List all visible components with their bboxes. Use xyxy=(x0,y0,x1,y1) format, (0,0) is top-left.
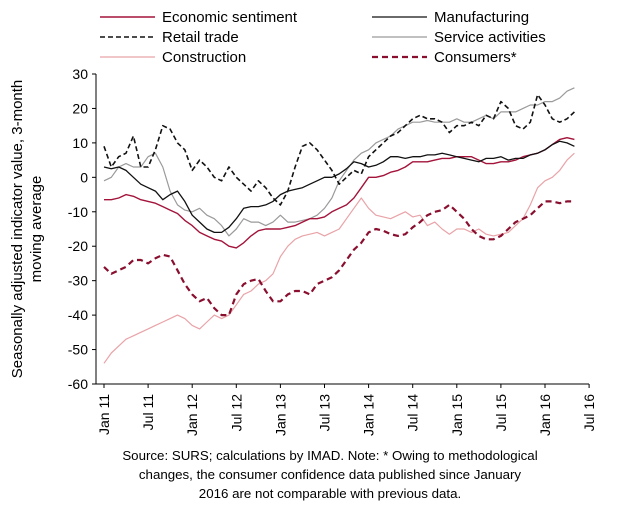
y-tick-label: -60 xyxy=(68,376,88,392)
y-axis: -60 -50 -40 -30 -20 -10 0 10 20 30 xyxy=(68,66,96,392)
series-line-construction xyxy=(103,152,575,364)
legend-label: Service activities xyxy=(434,29,546,46)
x-tick-label: Jul 15 xyxy=(493,394,509,432)
note-line: Source: SURS; calculations by IMAD. Note… xyxy=(122,448,538,463)
x-tick-label: Jan 11 xyxy=(96,394,112,435)
x-tick-label: Jul 12 xyxy=(228,394,244,432)
y-tick-label: -30 xyxy=(68,273,88,289)
series-line-retail-trade xyxy=(103,93,575,206)
x-tick-label: Jan 12 xyxy=(184,394,200,436)
y-tick-label: 10 xyxy=(72,135,88,151)
legend-label: Economic sentiment xyxy=(162,9,298,26)
y-tick-label: 0 xyxy=(80,169,88,185)
y-axis-title-line: Seasonally adjusted indicator value, 3-m… xyxy=(9,80,26,379)
legend: Economic sentiment Manufacturing Retail tr… xyxy=(100,9,546,66)
x-tick-label: Jan 16 xyxy=(537,394,553,436)
x-tick-label: Jul 13 xyxy=(317,394,333,432)
note-line: 2016 are not comparable with previous da… xyxy=(198,486,462,501)
legend-label: Construction xyxy=(162,49,246,66)
x-axis: Jan 11 Jul 11 Jan 12 Jul 12 Jan 13 Jul 13 Jan … xyxy=(96,384,597,436)
x-tick-label: Jan 15 xyxy=(449,394,465,436)
y-tick-label: -20 xyxy=(68,238,88,254)
series-group xyxy=(103,87,575,364)
y-tick-label: -40 xyxy=(68,307,88,323)
y-tick-label: 20 xyxy=(72,100,88,116)
legend-label: Retail trade xyxy=(162,29,239,46)
x-tick-label: Jul 11 xyxy=(140,394,156,431)
series-line-economic-sentiment xyxy=(104,136,575,249)
y-axis-title: Seasonally adjusted indicator value, 3-m… xyxy=(9,80,45,379)
y-tick-label: 30 xyxy=(72,66,88,82)
y-axis-title-line: moving average xyxy=(28,176,45,283)
legend-label: Consumers* xyxy=(434,49,517,66)
series-line-consumers xyxy=(103,200,575,317)
x-tick-label: Jul 16 xyxy=(581,394,597,432)
x-tick-label: Jan 13 xyxy=(272,394,288,436)
chart-frame xyxy=(95,74,589,385)
x-tick-label: Jul 14 xyxy=(405,394,421,432)
y-tick-label: -10 xyxy=(68,204,88,220)
x-tick-label: Jan 14 xyxy=(361,394,377,436)
source-note: Source: SURS; calculations by IMAD. Note… xyxy=(40,446,619,503)
series-line-manufacturing xyxy=(103,140,575,234)
series-line-service-activities xyxy=(103,87,575,237)
y-tick-label: -50 xyxy=(68,342,88,358)
legend-label: Manufacturing xyxy=(434,9,529,26)
note-line: changes, the consumer confidence data pu… xyxy=(138,467,522,482)
